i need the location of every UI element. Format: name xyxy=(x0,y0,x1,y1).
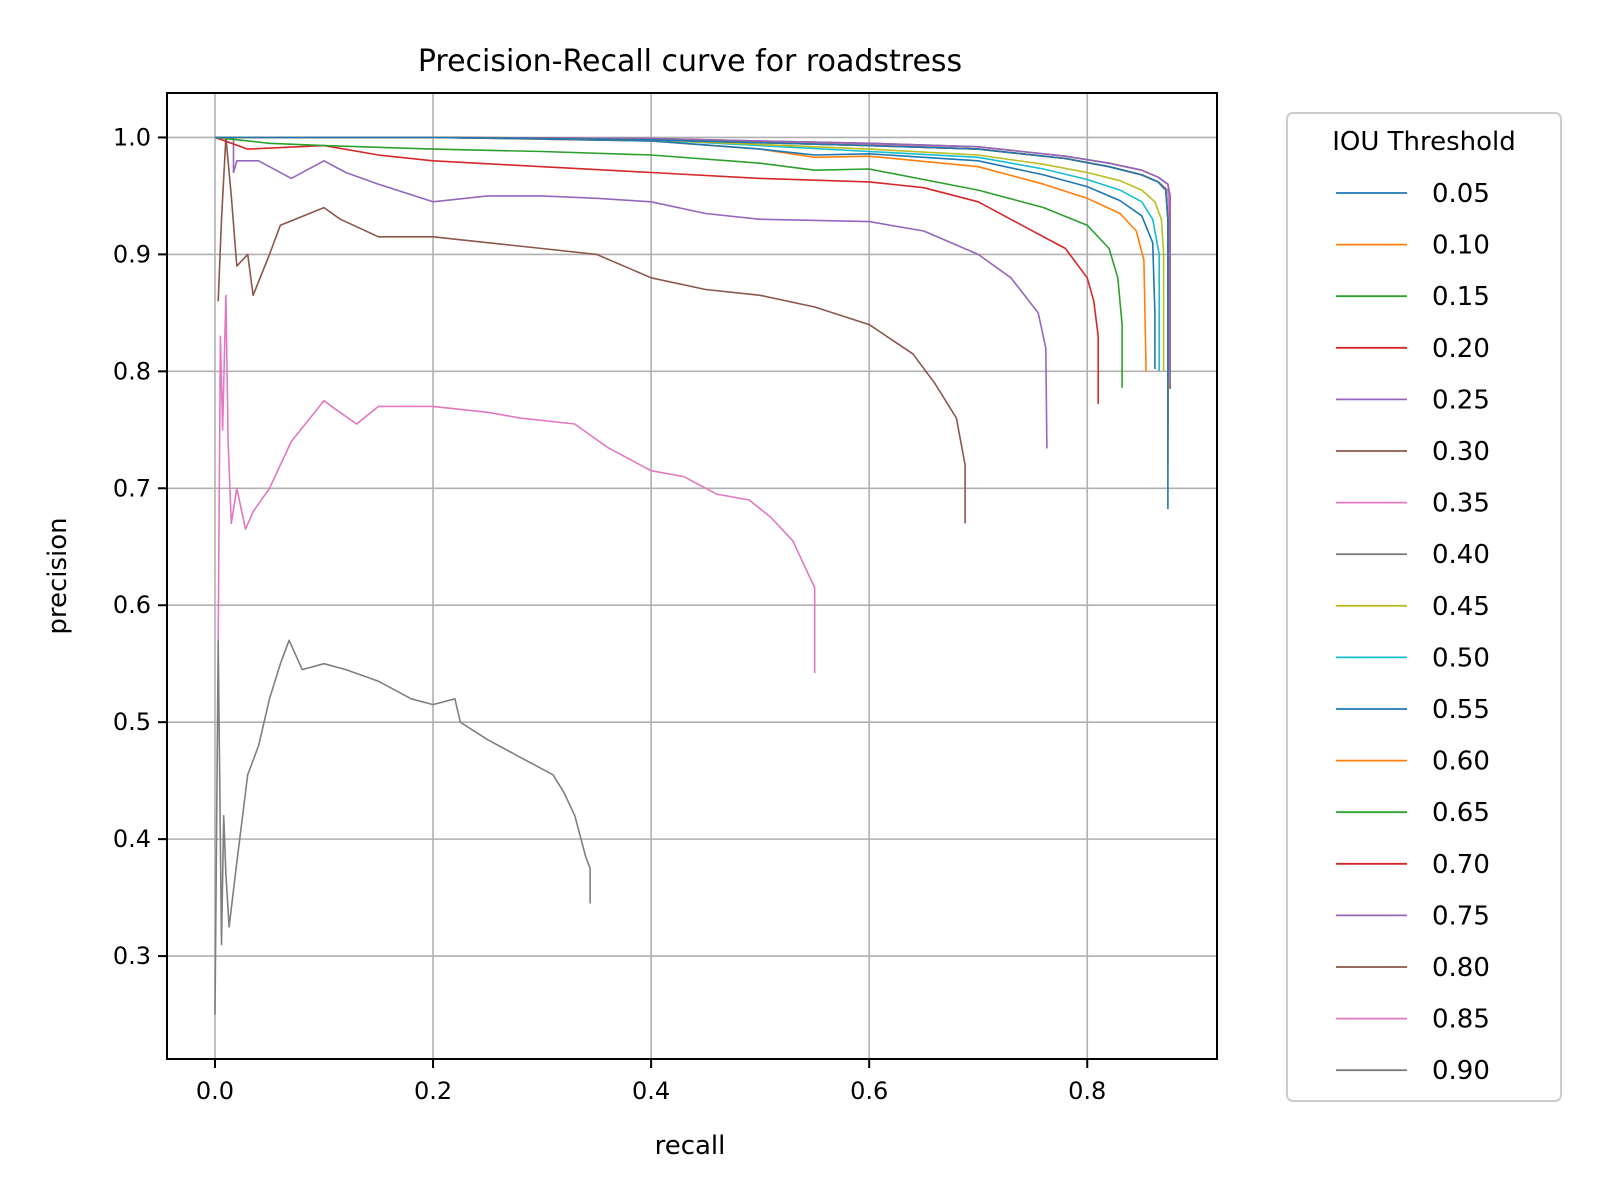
y-tick-label: 0.7 xyxy=(113,474,151,502)
legend-entry: 0.55 xyxy=(1432,695,1490,725)
series-line-0.65 xyxy=(214,136,1123,388)
legend-entry: 0.10 xyxy=(1432,231,1490,261)
x-ticks: 0.0 0.2 0.4 0.6 0.8 xyxy=(196,1059,1106,1105)
grid xyxy=(167,93,1217,1059)
plot-frame xyxy=(166,92,1218,1060)
series-line-0.05 xyxy=(215,136,1169,510)
legend-entry: 0.30 xyxy=(1432,437,1490,467)
x-tick-label: 0.4 xyxy=(632,1077,670,1105)
y-tick-label: 0.3 xyxy=(113,942,151,970)
legend: IOU Threshold 0.050.100.150.200.250.300.… xyxy=(1286,112,1562,1102)
legend-entry: 0.45 xyxy=(1432,592,1490,622)
legend-entry: 0.15 xyxy=(1432,282,1490,312)
series-line-0.80 xyxy=(217,136,966,524)
y-tick-label: 0.4 xyxy=(113,825,151,853)
series-line-0.70 xyxy=(214,136,1099,405)
legend-title: IOU Threshold xyxy=(1332,127,1516,157)
y-tick-label: 0.8 xyxy=(113,357,151,385)
chart-title: Precision-Recall curve for roadstress xyxy=(418,44,962,79)
series-line-0.75 xyxy=(215,136,1048,449)
legend-entry: 0.40 xyxy=(1432,540,1490,570)
series-line-0.90 xyxy=(214,639,591,1015)
y-tick-label: 0.5 xyxy=(113,708,151,736)
legend-entry: 0.90 xyxy=(1432,1056,1490,1086)
legend-items: 0.05 0.10 0.15 0.20 0.25 0.30 0.35 0.40 0.45 0.50… xyxy=(1336,179,1490,1086)
series-layer xyxy=(214,136,1171,1015)
x-tick-label: 0.6 xyxy=(850,1077,888,1105)
x-tick-label: 0.8 xyxy=(1068,1077,1106,1105)
legend-entry: 0.65 xyxy=(1432,798,1490,828)
y-tick-label: 1.0 xyxy=(113,123,151,151)
x-axis-label: recall xyxy=(655,1131,726,1161)
y-tick-label: 0.9 xyxy=(113,240,151,268)
x-tick-label: 0.2 xyxy=(414,1077,452,1105)
series-line-0.55 xyxy=(215,136,1156,369)
series-line-0.25 xyxy=(215,136,1171,383)
legend-entry: 0.50 xyxy=(1432,643,1490,673)
legend-frame xyxy=(1286,112,1562,1102)
legend-entry: 0.35 xyxy=(1432,489,1490,519)
legend-entry: 0.75 xyxy=(1432,901,1490,931)
series-line-0.85 xyxy=(217,294,816,674)
legend-entry: 0.20 xyxy=(1432,334,1490,364)
y-ticks: 0.3 0.4 0.5 0.6 0.7 0.8 0.9 1.0 xyxy=(113,123,167,970)
legend-entry: 0.60 xyxy=(1432,747,1490,777)
legend-entry: 0.80 xyxy=(1432,953,1490,983)
legend-entry: 0.25 xyxy=(1432,385,1490,415)
legend-entry: 0.05 xyxy=(1432,179,1490,209)
legend-entry: 0.70 xyxy=(1432,850,1490,880)
legend-entry: 0.85 xyxy=(1432,1005,1490,1035)
y-axis-label: precision xyxy=(43,517,73,634)
y-tick-label: 0.6 xyxy=(113,591,151,619)
x-tick-label: 0.0 xyxy=(196,1077,234,1105)
